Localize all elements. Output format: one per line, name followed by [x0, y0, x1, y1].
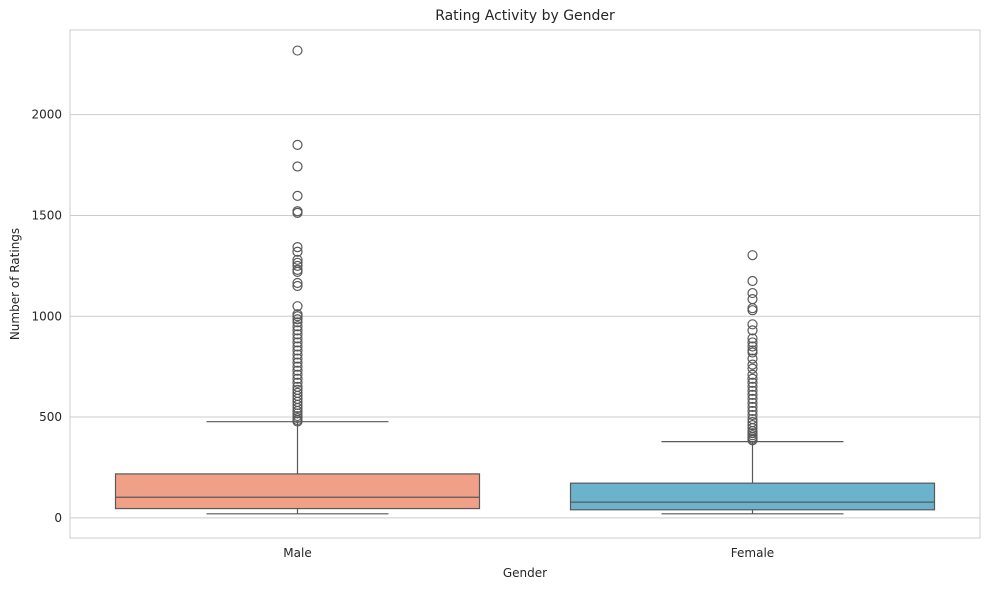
gridlines — [70, 114, 980, 519]
outlier-point — [747, 341, 758, 352]
x-tick-label: Male — [283, 546, 311, 560]
outlier-point — [747, 325, 758, 336]
x-ticks: Male Female — [283, 546, 774, 560]
outlier-point — [292, 321, 303, 332]
outlier-point — [747, 337, 758, 348]
box-group — [114, 45, 481, 515]
plot-frame — [69, 29, 981, 539]
outlier-point — [747, 435, 758, 446]
outlier-point — [747, 275, 758, 287]
outlier-point — [292, 325, 303, 336]
outlier-point — [292, 329, 303, 340]
outlier-point — [292, 260, 303, 271]
outlier-point — [292, 365, 303, 376]
outlier-point — [292, 369, 303, 380]
x-axis-label: Gender — [503, 566, 547, 580]
outlier-point — [747, 377, 758, 388]
outlier-point — [292, 277, 303, 289]
outlier-point — [292, 207, 303, 218]
outlier-point — [747, 405, 758, 417]
outlier-point — [747, 303, 758, 314]
outlier-point — [747, 319, 758, 330]
outlier-point — [292, 317, 303, 328]
outlier-point — [292, 345, 303, 356]
outlier-point — [747, 359, 758, 370]
outlier-point — [747, 397, 758, 409]
outlier-point — [292, 266, 303, 278]
outlier-point — [747, 373, 758, 384]
outlier-point — [747, 385, 758, 396]
outlier-point — [747, 393, 758, 405]
outlier-point — [292, 341, 303, 352]
outlier-point — [292, 337, 303, 348]
outlier-point — [292, 280, 303, 292]
outlier-point — [292, 314, 303, 325]
chart-title: Rating Activity by Gender — [435, 8, 615, 24]
outlier-point — [292, 377, 303, 388]
box-iqr — [569, 482, 936, 511]
outlier-point — [747, 294, 758, 305]
outlier-point — [292, 246, 303, 257]
y-tick-label: 1000 — [31, 309, 62, 323]
outlier-point — [292, 361, 303, 372]
outlier-point — [747, 333, 758, 344]
y-tick-label: 1500 — [31, 208, 62, 222]
outlier-point — [292, 333, 303, 344]
outlier-point — [292, 190, 303, 202]
outlier-point — [747, 389, 758, 400]
outlier-point — [747, 347, 758, 358]
outlier-point — [292, 301, 303, 312]
outlier-point — [292, 139, 303, 151]
outlier-point — [747, 409, 758, 421]
outlier-point — [747, 420, 758, 431]
y-tick-label: 0 — [54, 511, 62, 525]
outlier-point — [747, 287, 758, 299]
outlier-point — [747, 381, 758, 392]
y-axis-label: Number of Ratings — [8, 228, 22, 340]
outlier-point — [292, 402, 303, 414]
box-group — [569, 250, 936, 515]
outlier-point — [292, 311, 303, 322]
outlier-point — [292, 161, 303, 172]
outlier-point — [292, 242, 303, 253]
y-tick-label: 2000 — [31, 108, 62, 122]
y-ticks: 0 500 1000 1500 2000 — [31, 108, 62, 525]
outlier-point — [292, 353, 303, 364]
outlier-point — [747, 250, 758, 261]
box-iqr — [114, 473, 481, 510]
outlier-point — [292, 254, 303, 265]
outlier-point — [747, 369, 758, 380]
outlier-point — [292, 45, 303, 56]
x-tick-label: Female — [731, 546, 774, 560]
outlier-point — [747, 305, 758, 316]
outlier-point — [292, 408, 303, 419]
outlier-point — [747, 401, 758, 413]
outlier-point — [292, 373, 303, 384]
outlier-point — [292, 416, 303, 427]
y-tick-label: 500 — [39, 410, 62, 424]
outlier-point — [292, 349, 303, 360]
outlier-point — [747, 353, 758, 364]
outlier-point — [292, 357, 303, 368]
boxes — [114, 45, 936, 515]
outlier-point — [747, 363, 758, 374]
